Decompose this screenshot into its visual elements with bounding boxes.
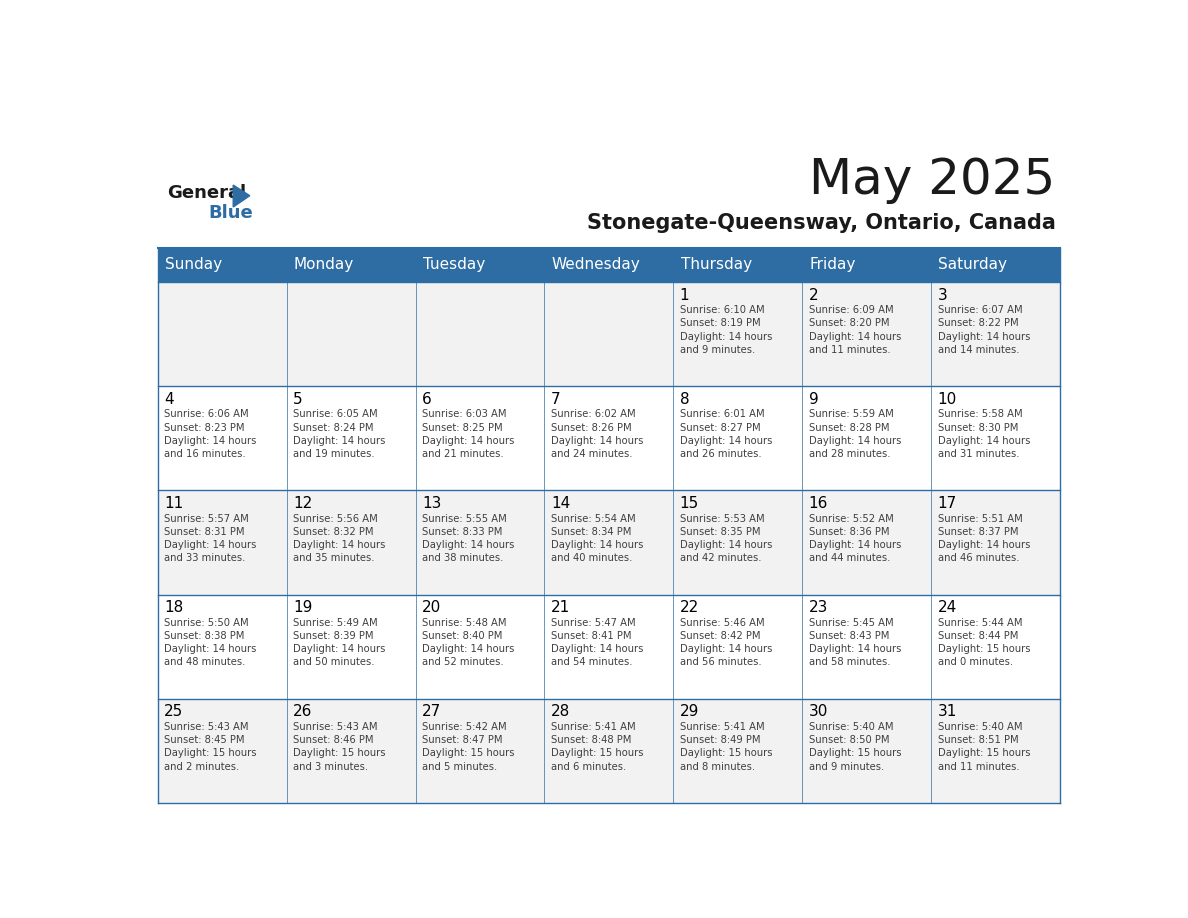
Text: Sunrise: 6:02 AM
Sunset: 8:26 PM
Daylight: 14 hours
and 24 minutes.: Sunrise: 6:02 AM Sunset: 8:26 PM Dayligh… [551, 409, 643, 459]
Bar [158, 595, 1060, 699]
Text: Sunrise: 5:52 AM
Sunset: 8:36 PM
Daylight: 14 hours
and 44 minutes.: Sunrise: 5:52 AM Sunset: 8:36 PM Dayligh… [809, 514, 901, 564]
Text: Sunrise: 5:46 AM
Sunset: 8:42 PM
Daylight: 14 hours
and 56 minutes.: Sunrise: 5:46 AM Sunset: 8:42 PM Dayligh… [680, 618, 772, 667]
Text: 11: 11 [164, 496, 183, 511]
Text: 2: 2 [809, 287, 819, 303]
Text: 24: 24 [937, 600, 956, 615]
Text: Monday: Monday [293, 257, 354, 273]
Text: 14: 14 [551, 496, 570, 511]
Text: Sunrise: 5:42 AM
Sunset: 8:47 PM
Daylight: 15 hours
and 5 minutes.: Sunrise: 5:42 AM Sunset: 8:47 PM Dayligh… [422, 722, 514, 772]
Text: 29: 29 [680, 704, 699, 720]
Text: 31: 31 [937, 704, 956, 720]
Text: Sunrise: 5:59 AM
Sunset: 8:28 PM
Daylight: 14 hours
and 28 minutes.: Sunrise: 5:59 AM Sunset: 8:28 PM Dayligh… [809, 409, 901, 459]
Text: 30: 30 [809, 704, 828, 720]
Text: 23: 23 [809, 600, 828, 615]
Text: General: General [166, 185, 246, 202]
Text: Sunrise: 6:09 AM
Sunset: 8:20 PM
Daylight: 14 hours
and 11 minutes.: Sunrise: 6:09 AM Sunset: 8:20 PM Dayligh… [809, 306, 901, 355]
Text: Sunrise: 5:43 AM
Sunset: 8:46 PM
Daylight: 15 hours
and 3 minutes.: Sunrise: 5:43 AM Sunset: 8:46 PM Dayligh… [293, 722, 386, 772]
Text: Sunrise: 5:40 AM
Sunset: 8:51 PM
Daylight: 15 hours
and 11 minutes.: Sunrise: 5:40 AM Sunset: 8:51 PM Dayligh… [937, 722, 1030, 772]
Text: 27: 27 [422, 704, 441, 720]
Text: Sunrise: 5:49 AM
Sunset: 8:39 PM
Daylight: 14 hours
and 50 minutes.: Sunrise: 5:49 AM Sunset: 8:39 PM Dayligh… [293, 618, 385, 667]
Text: Sunrise: 5:43 AM
Sunset: 8:45 PM
Daylight: 15 hours
and 2 minutes.: Sunrise: 5:43 AM Sunset: 8:45 PM Dayligh… [164, 722, 257, 772]
Text: Sunrise: 5:40 AM
Sunset: 8:50 PM
Daylight: 15 hours
and 9 minutes.: Sunrise: 5:40 AM Sunset: 8:50 PM Dayligh… [809, 722, 902, 772]
Text: Wednesday: Wednesday [551, 257, 640, 273]
Text: Sunrise: 5:57 AM
Sunset: 8:31 PM
Daylight: 14 hours
and 33 minutes.: Sunrise: 5:57 AM Sunset: 8:31 PM Dayligh… [164, 514, 257, 564]
Text: Sunrise: 6:07 AM
Sunset: 8:22 PM
Daylight: 14 hours
and 14 minutes.: Sunrise: 6:07 AM Sunset: 8:22 PM Dayligh… [937, 306, 1030, 355]
Text: Thursday: Thursday [681, 257, 752, 273]
Text: Sunrise: 6:05 AM
Sunset: 8:24 PM
Daylight: 14 hours
and 19 minutes.: Sunrise: 6:05 AM Sunset: 8:24 PM Dayligh… [293, 409, 385, 459]
Text: 20: 20 [422, 600, 441, 615]
Text: 19: 19 [293, 600, 312, 615]
Text: Friday: Friday [809, 257, 855, 273]
Text: Saturday: Saturday [939, 257, 1007, 273]
Bar [158, 386, 1060, 490]
Text: Sunrise: 6:03 AM
Sunset: 8:25 PM
Daylight: 14 hours
and 21 minutes.: Sunrise: 6:03 AM Sunset: 8:25 PM Dayligh… [422, 409, 514, 459]
Text: 17: 17 [937, 496, 956, 511]
Text: 15: 15 [680, 496, 699, 511]
Text: Sunrise: 5:51 AM
Sunset: 8:37 PM
Daylight: 14 hours
and 46 minutes.: Sunrise: 5:51 AM Sunset: 8:37 PM Dayligh… [937, 514, 1030, 564]
Text: Sunrise: 6:01 AM
Sunset: 8:27 PM
Daylight: 14 hours
and 26 minutes.: Sunrise: 6:01 AM Sunset: 8:27 PM Dayligh… [680, 409, 772, 459]
Text: 18: 18 [164, 600, 183, 615]
Text: 6: 6 [422, 392, 431, 407]
Text: Sunrise: 6:06 AM
Sunset: 8:23 PM
Daylight: 14 hours
and 16 minutes.: Sunrise: 6:06 AM Sunset: 8:23 PM Dayligh… [164, 409, 257, 459]
Text: Sunrise: 5:44 AM
Sunset: 8:44 PM
Daylight: 15 hours
and 0 minutes.: Sunrise: 5:44 AM Sunset: 8:44 PM Dayligh… [937, 618, 1030, 667]
Text: 13: 13 [422, 496, 441, 511]
Text: 9: 9 [809, 392, 819, 407]
Text: 8: 8 [680, 392, 689, 407]
Text: Sunrise: 6:10 AM
Sunset: 8:19 PM
Daylight: 14 hours
and 9 minutes.: Sunrise: 6:10 AM Sunset: 8:19 PM Dayligh… [680, 306, 772, 355]
Text: Sunrise: 5:58 AM
Sunset: 8:30 PM
Daylight: 14 hours
and 31 minutes.: Sunrise: 5:58 AM Sunset: 8:30 PM Dayligh… [937, 409, 1030, 459]
Text: 21: 21 [551, 600, 570, 615]
Bar [158, 248, 1060, 282]
Text: 10: 10 [937, 392, 956, 407]
Text: Sunrise: 5:56 AM
Sunset: 8:32 PM
Daylight: 14 hours
and 35 minutes.: Sunrise: 5:56 AM Sunset: 8:32 PM Dayligh… [293, 514, 385, 564]
Text: 26: 26 [293, 704, 312, 720]
Bar [158, 282, 1060, 386]
Text: 16: 16 [809, 496, 828, 511]
Text: 7: 7 [551, 392, 561, 407]
Text: Sunrise: 5:53 AM
Sunset: 8:35 PM
Daylight: 14 hours
and 42 minutes.: Sunrise: 5:53 AM Sunset: 8:35 PM Dayligh… [680, 514, 772, 564]
Text: Sunrise: 5:55 AM
Sunset: 8:33 PM
Daylight: 14 hours
and 38 minutes.: Sunrise: 5:55 AM Sunset: 8:33 PM Dayligh… [422, 514, 514, 564]
Text: 25: 25 [164, 704, 183, 720]
Text: Sunrise: 5:47 AM
Sunset: 8:41 PM
Daylight: 14 hours
and 54 minutes.: Sunrise: 5:47 AM Sunset: 8:41 PM Dayligh… [551, 618, 643, 667]
Text: 3: 3 [937, 287, 947, 303]
Text: 12: 12 [293, 496, 312, 511]
Bar [158, 699, 1060, 803]
Text: 5: 5 [293, 392, 303, 407]
Text: Sunday: Sunday [165, 257, 222, 273]
Text: 22: 22 [680, 600, 699, 615]
Text: Sunrise: 5:45 AM
Sunset: 8:43 PM
Daylight: 14 hours
and 58 minutes.: Sunrise: 5:45 AM Sunset: 8:43 PM Dayligh… [809, 618, 901, 667]
Text: 4: 4 [164, 392, 173, 407]
Text: Blue: Blue [208, 204, 253, 222]
Text: Sunrise: 5:48 AM
Sunset: 8:40 PM
Daylight: 14 hours
and 52 minutes.: Sunrise: 5:48 AM Sunset: 8:40 PM Dayligh… [422, 618, 514, 667]
Text: Sunrise: 5:41 AM
Sunset: 8:49 PM
Daylight: 15 hours
and 8 minutes.: Sunrise: 5:41 AM Sunset: 8:49 PM Dayligh… [680, 722, 772, 772]
Text: Sunrise: 5:54 AM
Sunset: 8:34 PM
Daylight: 14 hours
and 40 minutes.: Sunrise: 5:54 AM Sunset: 8:34 PM Dayligh… [551, 514, 643, 564]
Bar [158, 490, 1060, 595]
Text: Stonegate-Queensway, Ontario, Canada: Stonegate-Queensway, Ontario, Canada [587, 213, 1055, 232]
Text: 1: 1 [680, 287, 689, 303]
Text: Sunrise: 5:50 AM
Sunset: 8:38 PM
Daylight: 14 hours
and 48 minutes.: Sunrise: 5:50 AM Sunset: 8:38 PM Dayligh… [164, 618, 257, 667]
Text: May 2025: May 2025 [809, 156, 1055, 204]
Polygon shape [233, 185, 249, 207]
Text: Tuesday: Tuesday [423, 257, 485, 273]
Text: 28: 28 [551, 704, 570, 720]
Text: Sunrise: 5:41 AM
Sunset: 8:48 PM
Daylight: 15 hours
and 6 minutes.: Sunrise: 5:41 AM Sunset: 8:48 PM Dayligh… [551, 722, 644, 772]
